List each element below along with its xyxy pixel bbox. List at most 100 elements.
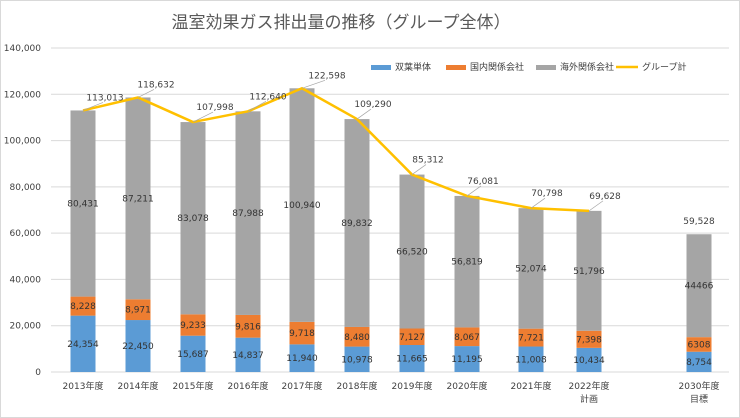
bar-value-label: 52,074 (515, 264, 547, 274)
bar-value-label: 22,450 (122, 342, 154, 352)
bar-value-label: 8,480 (344, 333, 370, 343)
y-tick-label: 140,000 (4, 44, 41, 54)
legend-label: 海外関係会社 (560, 61, 614, 73)
y-tick-label: 0 (35, 368, 41, 378)
x-category-label: 2014年度 (118, 380, 159, 392)
bar-segment (180, 122, 206, 315)
bar-value-label: 8,971 (125, 306, 151, 316)
bar-value-label: 100,940 (283, 201, 320, 211)
bar-value-label: 80,431 (67, 200, 99, 210)
bar-value-label: 9,718 (289, 329, 315, 339)
bar-value-label: 7,398 (576, 335, 602, 345)
legend: 双葉単体 国内関係会社 海外関係会社 グループ計 (371, 61, 686, 73)
y-tick-label: 40,000 (10, 275, 42, 285)
group-total-polyline (82, 87, 590, 213)
x-category-label: 2017年度 (282, 380, 323, 392)
total-value-label: 69,628 (589, 192, 621, 202)
bar-value-label: 9,816 (235, 322, 261, 332)
bar-segment (125, 97, 151, 300)
x-category-label: 2030年度 (679, 380, 720, 392)
x-axis: 2013年度 2014年度 2015年度 2016年度 2017年度 2018年度 2019… (63, 380, 720, 405)
x-category-label: 2015年度 (173, 380, 214, 392)
bar-segment (686, 234, 712, 338)
bar-segment (518, 208, 544, 329)
gridlines (51, 47, 729, 373)
bar-segment (454, 327, 480, 347)
bar-value-label: 7,127 (399, 333, 425, 343)
bar-segment (70, 296, 96, 316)
bar-segment (235, 314, 261, 338)
bar-value-label: 6308 (688, 340, 711, 350)
bar-value-label: 10,434 (573, 356, 605, 366)
leader-line (82, 102, 104, 111)
bar-value-label: 87,988 (232, 209, 264, 219)
legend-label: 国内関係会社 (470, 61, 524, 73)
bar-segment (686, 351, 712, 372)
leader-line (137, 89, 155, 98)
bar-segment (399, 174, 425, 329)
legend-label: グループ計 (642, 61, 686, 73)
bar-value-label: 9,233 (180, 321, 206, 331)
bars (70, 88, 712, 372)
bar-segment (70, 315, 96, 372)
bar-segment (289, 344, 315, 372)
total-value-label: 76,081 (467, 177, 499, 187)
leader-line (411, 164, 427, 175)
y-tick-label: 60,000 (10, 229, 42, 239)
leader-line (247, 101, 267, 112)
bar-value-label: 10,978 (341, 355, 373, 365)
bar-segment (518, 346, 544, 372)
x-category-label: 目標 (690, 393, 708, 405)
bar-segment (518, 328, 544, 347)
x-category-label: 計画 (580, 393, 598, 405)
bar-value-label: 56,819 (451, 258, 483, 268)
bar-value-label: 14,837 (232, 351, 264, 361)
total-value-label: 112,640 (249, 92, 286, 102)
bar-segment (399, 345, 425, 372)
y-axis: 0 20,000 40,000 60,000 80,000 100,000 120,000 1… (4, 44, 41, 378)
legend-swatch (446, 65, 466, 70)
bar-segment (344, 326, 370, 347)
bar-segment (289, 88, 315, 322)
bar-segment (289, 321, 315, 345)
bar-segment (235, 337, 261, 372)
total-value-label: 118,632 (137, 80, 174, 90)
bar-segment (576, 210, 602, 331)
total-value-label: 109,290 (354, 100, 391, 110)
bar-value-label: 7,721 (518, 334, 544, 344)
bar-value-label: 66,520 (396, 248, 428, 258)
leader-line (588, 200, 604, 212)
legend-swatch (371, 65, 391, 70)
bar-value-label: 24,354 (67, 340, 99, 350)
leader-line (192, 111, 214, 123)
bar-value-label: 8,754 (686, 358, 712, 368)
bar-value-label: 51,796 (573, 267, 605, 277)
total-value-label: 70,798 (531, 189, 563, 199)
leader-line (301, 79, 326, 89)
y-tick-label: 20,000 (10, 322, 42, 332)
total-value-label: 113,013 (86, 93, 123, 103)
bar-value-label: 8,067 (454, 333, 480, 343)
bar-value-label: 83,078 (177, 214, 209, 224)
bar-value-label: 8,228 (70, 302, 96, 312)
bar-segment (686, 337, 712, 352)
group-total-line (82, 79, 604, 213)
bar-segment (125, 299, 151, 321)
y-tick-label: 100,000 (4, 137, 41, 147)
x-category-label: 2022年度 (569, 380, 610, 392)
total-value-label: 107,998 (196, 103, 233, 113)
bar-segment (180, 335, 206, 372)
x-category-label: 2021年度 (511, 380, 552, 392)
chart-title: 温室効果ガス排出量の推移（グループ全体） (172, 13, 511, 33)
bar-segment (70, 110, 96, 297)
bar-segment (576, 347, 602, 372)
x-category-label: 2016年度 (228, 380, 269, 392)
leader-line (530, 197, 546, 209)
bar-segment (399, 328, 425, 346)
total-value-label-2030: 59,528 (683, 217, 715, 227)
bar-segment (180, 314, 206, 336)
bar-value-label: 11,008 (515, 355, 547, 365)
bar-segment (454, 346, 480, 372)
